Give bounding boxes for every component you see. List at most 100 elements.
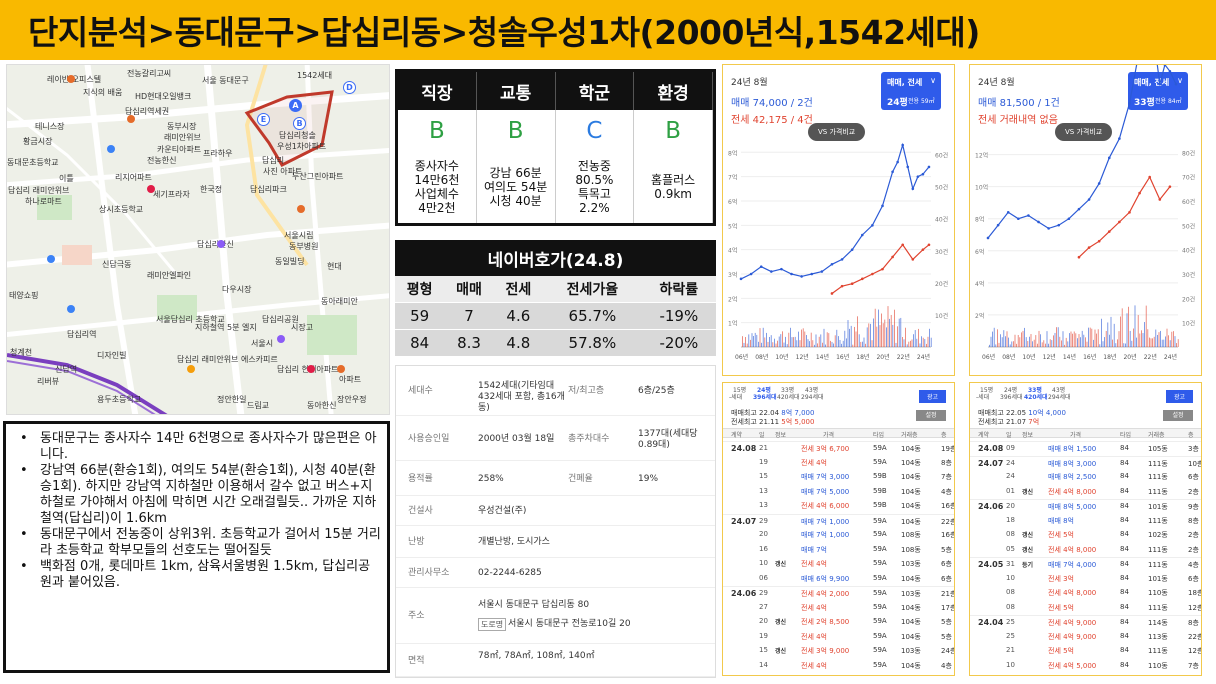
transaction-row[interactable]: 16 매매 7억 59A 108동 5층: [723, 543, 954, 556]
transaction-price: 전세 4억 9,000: [1048, 632, 1097, 641]
transaction-row[interactable]: 13 전세 4억 6,000 59B 104동 16층: [723, 499, 954, 512]
map-poi-icon[interactable]: [67, 305, 75, 313]
transaction-day: 21: [1006, 646, 1015, 654]
transaction-row[interactable]: 25 전세 4억 9,000 84 113동 22층: [970, 630, 1201, 643]
price-chart-24[interactable]: 24년 8월 매매 74,000 / 2건 전세 42,175 / 4건 매매, 전세…: [722, 64, 955, 376]
transaction-row[interactable]: 24 매매 8억 2,500 84 111동 6층: [970, 470, 1201, 483]
transaction-price: 전세 4억: [801, 632, 827, 641]
transaction-row[interactable]: 24.07 24 매매 8억 3,000 84 111동 10층: [970, 455, 1201, 469]
transaction-row[interactable]: 15 갱신 전세 3억 9,000 59A 103동 24층: [723, 644, 954, 657]
transaction-note: 갱신: [775, 619, 787, 626]
transaction-row[interactable]: 19 전세 4억 59A 104동 8층: [723, 456, 954, 469]
road-address: 서울시 동대문구 전농로10길 20: [508, 619, 631, 629]
map-poi-icon[interactable]: [297, 205, 305, 213]
sale-high: 매매최고 22.05 10억 4,000: [978, 408, 1066, 418]
map-poi-icon[interactable]: [187, 365, 195, 373]
map-poi-icon[interactable]: [127, 115, 135, 123]
volume-bar: [777, 340, 778, 347]
transaction-row[interactable]: 08 전세 4억 8,000 84 110동 18층: [970, 586, 1201, 599]
transaction-row[interactable]: 24.05 31 등기 매매 7억 4,000 84 111동 4층: [970, 557, 1201, 570]
map-marker-d[interactable]: D: [343, 81, 356, 94]
transaction-row[interactable]: 10 갱신 전세 4억 59A 103동 6층: [723, 557, 954, 570]
map-poi-icon[interactable]: [67, 75, 75, 83]
transaction-note: 갱신: [1022, 488, 1034, 496]
transaction-row[interactable]: 19 전세 4억 59A 104동 5층: [723, 630, 954, 643]
compare-price-button[interactable]: VS 가격비교: [1055, 123, 1113, 141]
transaction-row[interactable]: 24.07 29 매매 7억 1,000 59A 104동 22층: [723, 513, 954, 527]
transaction-row[interactable]: 06 매매 6억 9,900 59A 104동 6층: [723, 572, 954, 585]
grade-description: 전농중 80.5% 특목고 2.2%: [556, 151, 635, 223]
map-marker-e[interactable]: E: [257, 113, 270, 126]
map-poi-icon[interactable]: [147, 185, 155, 193]
volume-bar: [916, 338, 918, 347]
x-tick: 18년: [856, 353, 869, 361]
map-poi-icon[interactable]: [307, 365, 315, 373]
size-tab[interactable]: 24평: [757, 387, 771, 394]
map-marker-b[interactable]: B: [293, 117, 306, 130]
transaction-row[interactable]: 24.06 29 전세 4억 2,000 59A 103동 21층: [723, 586, 954, 599]
price-chart-33[interactable]: 24년 8월 매매 81,500 / 1건 전세 거래내역 없음 매매, 전세 ∨ 33평…: [969, 64, 1202, 376]
transaction-row[interactable]: 18 매매 8억 84 111동 8층: [970, 514, 1201, 527]
location-map[interactable]: 전농갈리고씨 레이반 오피스텔 지식의 배움 HD현대오일뱅크 답십리역세권 서울 동대문…: [6, 64, 390, 415]
transaction-row[interactable]: 01 갱신 전세 4억 8,000 84 111동 2층: [970, 485, 1201, 498]
volume-bar: [788, 332, 790, 347]
transaction-floor: 2층: [1188, 487, 1199, 496]
transaction-row[interactable]: 08 갱신 전세 5억 84 102동 2층: [970, 528, 1201, 541]
map-poi-icon[interactable]: [217, 240, 225, 248]
map-poi-icon[interactable]: [47, 255, 55, 263]
series-point: [1128, 102, 1131, 105]
area-selector[interactable]: 매매, 전세 ∨ 24평 전용 59㎡: [881, 72, 941, 110]
y-left-tick: 6억: [975, 248, 984, 256]
transaction-row[interactable]: 10 전세 4억 5,000 84 110동 7층: [970, 659, 1201, 672]
volume-bar: [1035, 335, 1037, 347]
ad-button[interactable]: 광고: [1165, 390, 1193, 403]
map-label: 서울답십리 초등학교: [156, 315, 225, 324]
size-tab[interactable]: 33평: [1028, 387, 1042, 394]
transaction-row[interactable]: 13 매매 7억 5,000 59B 104동 4층: [723, 485, 954, 498]
transaction-row[interactable]: 27 전세 4억 59A 104동 17층: [723, 601, 954, 614]
transaction-row[interactable]: 05 갱신 전세 4억 8,000 84 111동 2층: [970, 543, 1201, 556]
size-tab[interactable]: 33평: [781, 387, 795, 394]
compare-price-button[interactable]: VS 가격비교: [808, 123, 866, 141]
size-tab[interactable]: 15평: [980, 387, 994, 394]
transaction-row[interactable]: 10 전세 3억 84 101동 6층: [970, 572, 1201, 585]
transaction-row[interactable]: 20 매매 7억 1,000 59A 108동 16층: [723, 528, 954, 541]
size-tab[interactable]: 43평: [805, 387, 819, 394]
transaction-row[interactable]: 24.08 21 전세 3억 6,700 59A 104동 19층: [723, 441, 954, 454]
volume-bar: [854, 326, 855, 347]
settings-button[interactable]: 설정: [1163, 410, 1193, 421]
transaction-row[interactable]: 14 전세 4억 59A 104동 4층: [723, 659, 954, 672]
series-point: [1174, 82, 1178, 86]
transaction-floor: 6층: [1188, 574, 1199, 583]
transaction-list-24[interactable]: 15평 -세대 24평 396세대 33평 420세대 43평 294세대 광고 매매최고 22.…: [722, 382, 955, 676]
y-left-tick: 12억: [975, 152, 988, 160]
area-selector[interactable]: 매매, 전세 ∨ 33평 전용 84㎡: [1128, 72, 1188, 110]
transaction-row[interactable]: 15 매매 7억 3,000 59B 104동 7층: [723, 470, 954, 483]
map-poi-icon[interactable]: [337, 365, 345, 373]
transaction-list-33[interactable]: 15평 -세대 24평 396세대 33평 420세대 43평 294세대 광고 매매최고 22.…: [969, 382, 1202, 676]
transaction-day: 25: [1006, 618, 1015, 626]
transaction-row[interactable]: 20 갱신 전세 2억 8,500 59A 104동 5층: [723, 615, 954, 628]
transaction-row[interactable]: 21 전세 5억 84 111동 12층: [970, 644, 1201, 657]
transaction-row[interactable]: 08 전세 5억 84 111동 12층: [970, 601, 1201, 614]
volume-bar: [865, 343, 866, 347]
volume-bar: [1088, 327, 1089, 347]
ad-button[interactable]: 광고: [918, 390, 946, 403]
map-poi-icon[interactable]: [107, 145, 115, 153]
transaction-row[interactable]: 24.08 09 매매 8억 1,500 84 105동 3층: [970, 441, 1201, 454]
map-marker-a[interactable]: A: [289, 99, 302, 112]
volume-bar: [876, 326, 878, 347]
size-tab[interactable]: 43평: [1052, 387, 1066, 394]
volume-bar: [1118, 331, 1120, 347]
size-tab[interactable]: 15평: [733, 387, 747, 394]
map-poi-icon[interactable]: [277, 335, 285, 343]
settings-button[interactable]: 설정: [916, 410, 946, 421]
transaction-month: 24.07: [978, 458, 1004, 468]
size-tab[interactable]: 24평: [1004, 387, 1018, 394]
transaction-price: 매매 7억 5,000: [801, 487, 850, 496]
volume-bar: [1137, 315, 1139, 347]
transaction-row[interactable]: 24.04 25 전세 4억 9,000 84 114동 8층: [970, 615, 1201, 628]
volume-bar: [742, 336, 743, 347]
sale-high-value: 10억 4,000: [1028, 409, 1066, 417]
transaction-row[interactable]: 24.06 20 매매 8억 5,000 84 101동 9층: [970, 499, 1201, 512]
